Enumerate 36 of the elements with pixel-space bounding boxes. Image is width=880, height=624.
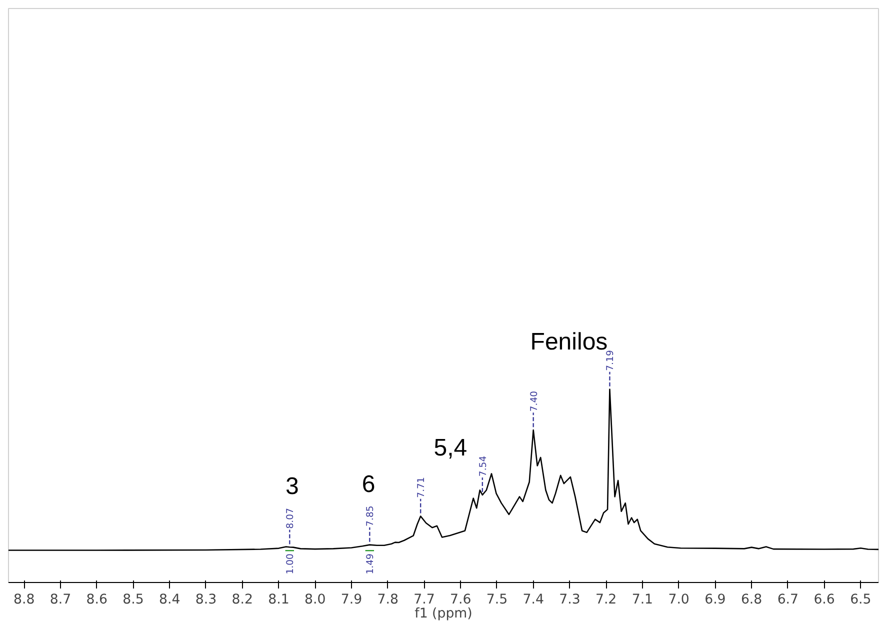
x-tick-label: 8.4 [159,592,180,608]
x-tick-label: 7.3 [559,592,580,608]
x-tick-label: 7.0 [668,592,690,608]
annotation: 8.07 [285,508,296,529]
annotation: 6 [362,471,376,498]
x-tick-label: 7.4 [522,592,544,608]
x-tick-label: 7.5 [486,592,508,608]
x-tick-label: 7.1 [632,592,654,608]
x-tick-label: 8.6 [86,592,108,608]
x-tick-label: 7.8 [377,592,398,608]
annotation: 1.00 [285,553,296,574]
x-tick-label: 8.3 [195,592,217,608]
annotation: 7.19 [605,350,616,371]
x-tick-label: 7.7 [414,592,435,608]
x-tick-label: 6.6 [814,592,835,608]
annotation: 7.54 [478,456,489,477]
annotation: 7.71 [416,477,428,498]
x-tick-label: 8.1 [268,592,290,608]
x-tick-label: 8.7 [50,592,72,608]
x-tick-label: 8.0 [304,592,326,608]
x-tick-label: 6.9 [704,592,726,608]
x-tick-label: 7.9 [340,592,362,608]
annotation: 3 [286,472,299,500]
x-tick-label: 8.2 [232,592,253,608]
x-axis-title: f1 (ppm) [414,606,472,622]
x-tick-label: 7.6 [450,592,472,608]
annotation: 1.49 [365,553,376,574]
x-tick-label: 8.8 [14,592,35,608]
annotation: 7.85 [365,506,376,526]
x-tick-label: 7.2 [595,592,617,608]
annotation: 7.40 [528,390,540,412]
x-tick-label: 6.7 [777,592,799,608]
x-tick-label: 8.5 [122,592,144,608]
x-tick-label: 6.5 [850,592,872,608]
x-tick-label: 6.8 [740,592,762,608]
annotation: 5,4 [434,434,468,462]
